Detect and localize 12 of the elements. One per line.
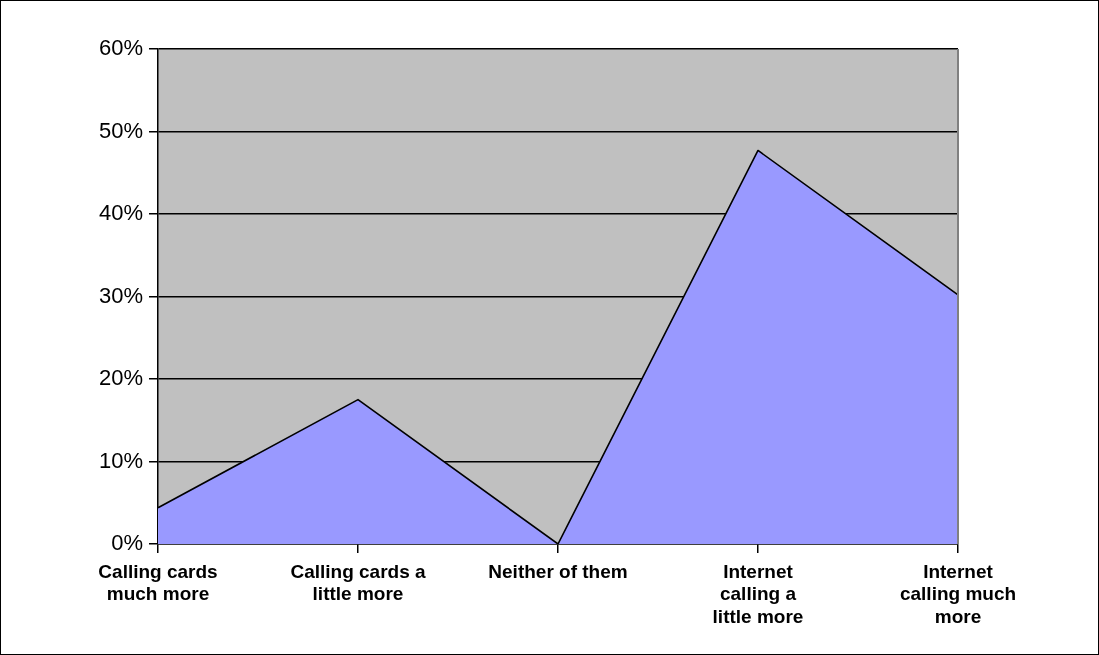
x-tick-label: Internet calling a little more xyxy=(712,560,804,628)
y-tick-label: 60% xyxy=(98,35,143,61)
y-tick-label: 50% xyxy=(98,117,143,143)
x-tick-label: Calling cards a little more xyxy=(290,560,427,605)
x-tick-label: Internet calling much more xyxy=(899,560,1017,628)
y-tick-label: 0% xyxy=(111,530,143,556)
y-tick-label: 40% xyxy=(98,200,143,226)
x-tick-label: Neither of them xyxy=(488,560,628,582)
x-tick-label: Calling cards much more xyxy=(98,560,218,605)
y-tick-label: 20% xyxy=(98,365,143,391)
y-tick-label: 10% xyxy=(98,447,143,473)
y-tick-label: 30% xyxy=(98,282,143,308)
